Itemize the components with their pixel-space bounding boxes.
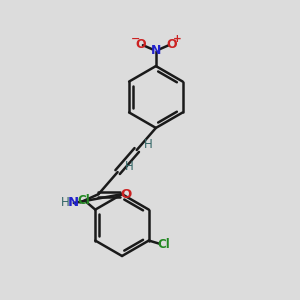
Text: O: O: [166, 38, 176, 51]
Text: O: O: [121, 188, 132, 201]
Text: N: N: [68, 196, 79, 209]
Text: −: −: [130, 34, 140, 44]
Text: H: H: [144, 138, 152, 151]
Text: H: H: [61, 196, 70, 209]
Text: N: N: [151, 44, 161, 57]
Text: Cl: Cl: [77, 194, 90, 207]
Text: O: O: [135, 38, 146, 51]
Text: +: +: [173, 34, 182, 44]
Text: H: H: [124, 160, 133, 173]
Text: Cl: Cl: [158, 238, 170, 251]
